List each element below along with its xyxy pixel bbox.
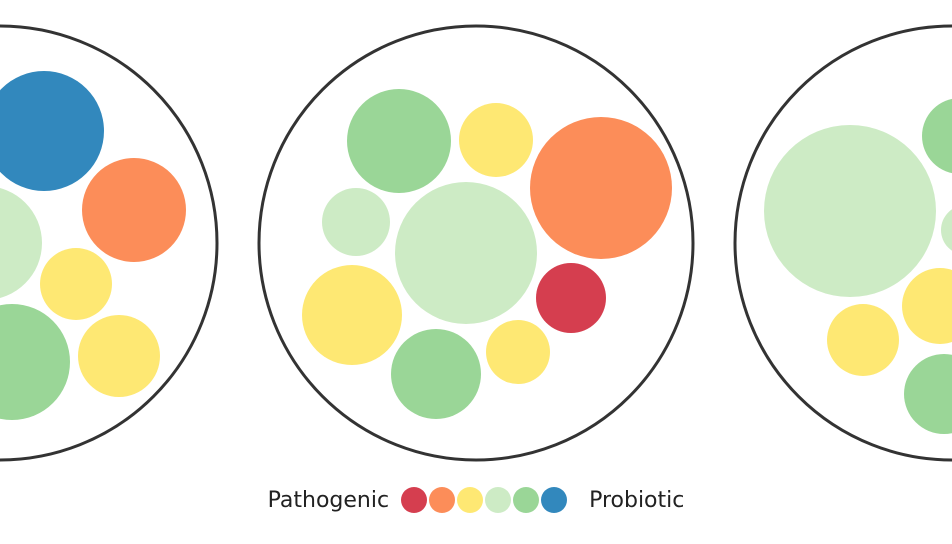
microbe-probiotic-strong xyxy=(0,71,104,191)
legend-label-probiotic: Probiotic xyxy=(589,487,685,513)
community-right-boundary xyxy=(733,24,952,462)
legend-swatch-probiotic-strong xyxy=(541,487,568,513)
community-middle xyxy=(257,24,695,462)
microbe-probiotic-moderate xyxy=(0,304,70,420)
microbe-pathogenic-moderate xyxy=(530,117,672,259)
community-right xyxy=(733,24,952,462)
microbe-probiotic-moderate xyxy=(922,98,952,174)
microbe-probiotic-moderate xyxy=(904,354,952,434)
legend-swatch-probiotic-moderate xyxy=(513,487,540,513)
legend-swatch-neutral-yellow xyxy=(457,487,484,513)
microbe-neutral-pale-green xyxy=(764,125,936,297)
community-left-boundary xyxy=(0,24,219,462)
legend-label-pathogenic: Pathogenic xyxy=(267,487,390,513)
microbe-neutral-yellow xyxy=(827,304,899,376)
microbe-neutral-pale-green xyxy=(322,188,390,256)
microbe-pathogenic-strong xyxy=(536,263,606,333)
microbe-neutral-yellow xyxy=(40,248,112,320)
microbe-neutral-pale-green xyxy=(941,209,952,251)
community-middle-boundary xyxy=(257,24,695,462)
microbe-neutral-pale-green xyxy=(0,188,42,298)
microbe-neutral-pale-green xyxy=(395,182,537,324)
microbe-probiotic-moderate xyxy=(347,89,451,193)
legend-swatch-pathogenic-strong xyxy=(401,487,428,513)
microbe-neutral-yellow xyxy=(78,315,160,397)
community-left xyxy=(0,24,219,462)
legend-swatch-neutral-pale-green xyxy=(485,487,512,513)
microbe-neutral-yellow xyxy=(302,265,402,365)
microbe-pathogenic-moderate xyxy=(82,158,186,262)
microbe-neutral-yellow xyxy=(902,268,952,344)
microbe-probiotic-moderate xyxy=(391,329,481,419)
microbe-neutral-yellow xyxy=(459,103,533,177)
legend-swatch-pathogenic-moderate xyxy=(429,487,456,513)
microbe-neutral-yellow xyxy=(486,320,550,384)
legend: Pathogenic Probiotic xyxy=(0,480,952,520)
legend-scale xyxy=(401,487,569,513)
